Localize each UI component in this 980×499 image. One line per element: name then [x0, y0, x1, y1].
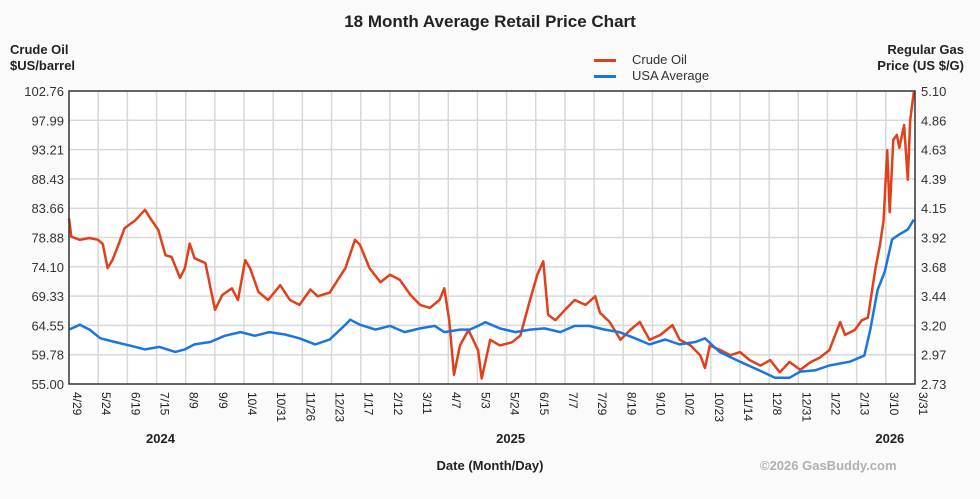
right-axis-title-line2: Price (US $/G): [877, 58, 964, 73]
left-axis-title: Crude Oil $US/barrel: [10, 42, 75, 74]
y-tick-label-right: 5.10: [921, 84, 946, 99]
legend: Crude Oil USA Average: [594, 52, 709, 84]
y-tick-label-left: 88.43: [31, 172, 64, 187]
legend-swatch-crude-oil: [594, 58, 616, 62]
x-tick-label: 9/10: [653, 392, 667, 416]
x-tick-label: 6/19: [128, 392, 142, 416]
legend-label-usa-average: USA Average: [632, 68, 710, 83]
x-tick-label: 3/10: [887, 392, 901, 416]
x-tick-label: 10/31: [274, 392, 288, 422]
x-tick-label: 10/23: [712, 392, 726, 422]
x-tick-label: 5/3: [478, 392, 492, 409]
year-label: 2026: [875, 431, 904, 446]
y-tick-label-left: 78.88: [31, 231, 64, 246]
left-axis-title-line1: Crude Oil: [10, 42, 69, 57]
x-tick-label: 1/17: [362, 392, 376, 416]
y-tick-label-left: 102.76: [24, 84, 64, 99]
y-tick-label-right: 3.68: [921, 260, 946, 275]
right-axis-title: Regular Gas Price (US $/G): [877, 42, 964, 74]
chart-title: 18 Month Average Retail Price Chart: [344, 12, 636, 31]
legend-item-usa-average[interactable]: USA Average: [594, 68, 709, 84]
x-tick-label: 2/12: [391, 392, 405, 416]
x-tick-label: 10/2: [683, 392, 697, 416]
x-tick-label: 7/7: [566, 392, 580, 409]
y-tick-label-left: 55.00: [31, 377, 64, 392]
x-tick-label: 4/29: [70, 392, 84, 416]
x-tick-label: 11/26: [303, 392, 317, 421]
plot-border: [68, 90, 916, 385]
y-tick-label-right: 3.92: [921, 231, 946, 246]
x-tick-label: 11/14: [741, 392, 755, 421]
y-tick-label-right: 3.20: [921, 318, 946, 333]
x-tick-label: 12/31: [799, 392, 813, 422]
x-tick-label: 6/15: [537, 392, 551, 416]
right-axis-title-line1: Regular Gas: [887, 42, 964, 57]
x-tick-label: 1/22: [828, 392, 842, 416]
legend-swatch-usa-average: [594, 74, 616, 78]
legend-item-crude-oil[interactable]: Crude Oil: [594, 52, 709, 68]
x-tick-label: 9/9: [216, 392, 230, 409]
x-tick-label: 8/9: [187, 392, 201, 409]
legend-label-crude-oil: Crude Oil: [632, 52, 687, 67]
x-tick-label: 3/11: [420, 392, 434, 415]
left-axis-title-line2: $US/barrel: [10, 58, 76, 73]
y-tick-label-left: 59.78: [31, 348, 64, 363]
x-tick-label: 4/7: [449, 392, 463, 409]
y-tick-label-left: 64.55: [31, 318, 64, 333]
x-tick-label: 2/13: [858, 392, 872, 416]
y-tick-label-left: 97.99: [31, 113, 64, 128]
y-tick-label-right: 4.15: [921, 201, 946, 216]
x-tick-label: 12/23: [333, 392, 347, 422]
y-tick-label-right: 2.97: [921, 348, 946, 363]
y-tick-label-right: 3.44: [921, 289, 946, 304]
year-label: 2024: [146, 431, 176, 446]
y-tick-label-left: 69.33: [31, 289, 64, 304]
x-tick-label: 7/15: [158, 392, 172, 416]
y-tick-label-right: 4.63: [921, 143, 946, 158]
y-tick-label-left: 74.10: [31, 260, 64, 275]
year-label: 2025: [496, 431, 525, 446]
x-axis-title: Date (Month/Day): [436, 458, 544, 473]
y-tick-label-right: 2.73: [921, 377, 946, 392]
y-tick-label-left: 93.21: [31, 143, 64, 158]
y-tick-label-left: 83.66: [31, 201, 64, 216]
series-line-crude-oil: [67, 91, 916, 380]
y-tick-label-right: 4.86: [921, 113, 946, 128]
x-tick-label: 12/8: [770, 392, 784, 416]
series-line-usa-average: [68, 218, 915, 380]
x-tick-label: 3/31: [916, 392, 930, 416]
x-tick-label: 5/24: [508, 392, 522, 416]
x-tick-label: 5/24: [99, 392, 113, 416]
credit-text: ©2026 GasBuddy.com: [760, 458, 897, 473]
x-tick-label: 7/29: [595, 392, 609, 416]
x-tick-label: 10/4: [245, 392, 259, 416]
x-tick-label: 8/19: [624, 392, 638, 416]
y-tick-label-right: 4.39: [921, 172, 946, 187]
